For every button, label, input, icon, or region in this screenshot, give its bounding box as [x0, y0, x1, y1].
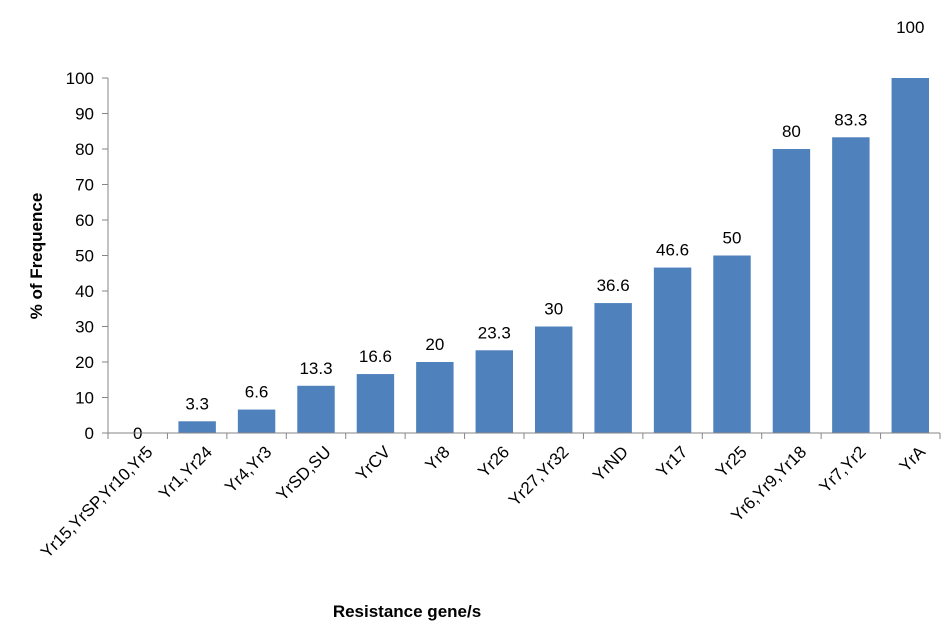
- x-tick-label: Yr27,Yr32: [505, 442, 573, 510]
- y-axis-title: % of Frequence: [27, 193, 46, 320]
- bar: [475, 350, 514, 433]
- data-label: 23.3: [478, 323, 511, 342]
- x-tick-label: Yr26: [474, 442, 513, 481]
- data-label: 3.3: [185, 394, 209, 413]
- bar: [713, 255, 751, 433]
- x-tick-label: Yr17: [653, 442, 692, 481]
- bar: [237, 409, 276, 433]
- data-label: 50: [723, 229, 742, 248]
- data-label: 13.3: [299, 359, 332, 378]
- x-tick-label: YrA: [896, 442, 930, 476]
- data-label: 100: [896, 18, 924, 37]
- data-labels-group: 03.36.613.316.62023.33036.646.6508083.31…: [133, 18, 924, 443]
- x-tick-label: YrSD,SU: [273, 442, 335, 504]
- bar: [772, 149, 811, 433]
- y-tick-label: 90: [75, 105, 94, 124]
- x-tick-label: Yr1,Yr24: [155, 442, 216, 503]
- data-label: 16.6: [359, 347, 392, 366]
- data-label: 30: [544, 300, 563, 319]
- bar: [416, 362, 454, 433]
- x-axis-title: Resistance gene/s: [333, 602, 481, 621]
- bar: [356, 374, 395, 433]
- y-tick-label: 70: [75, 176, 94, 195]
- y-tick-label: 40: [75, 282, 94, 301]
- bar: [297, 385, 335, 433]
- y-tick-label: 100: [66, 69, 94, 88]
- x-tick-label: Yr7,Yr2: [815, 442, 869, 496]
- data-label: 20: [425, 335, 444, 354]
- data-label: 80: [782, 122, 801, 141]
- data-label: 83.3: [834, 110, 867, 129]
- x-tick-label: Yr8: [422, 442, 454, 474]
- bars-group: [178, 78, 930, 433]
- y-tick-label: 0: [85, 424, 94, 443]
- x-tick-label: Yr4,Yr3: [221, 442, 275, 496]
- data-label: 6.6: [245, 383, 269, 402]
- y-tick-label: 60: [75, 211, 94, 230]
- bar: [178, 421, 216, 433]
- y-axis: 0 10 20 30 40 50 60 70 80 90 100: [66, 69, 109, 443]
- x-tick-label: Yr15,YrSP,Yr10,Yr5: [37, 442, 156, 561]
- bar: [534, 326, 573, 433]
- data-label: 46.6: [656, 241, 689, 260]
- y-tick-label: 30: [75, 318, 94, 337]
- x-tick-label: YrND: [589, 442, 632, 485]
- y-tick-label: 80: [75, 140, 94, 159]
- y-tick-label: 20: [75, 353, 94, 372]
- x-tick-label: YrCV: [352, 442, 395, 485]
- bar: [653, 267, 692, 433]
- y-tick-label: 50: [75, 247, 94, 266]
- y-tick-label: 10: [75, 389, 94, 408]
- data-label: 36.6: [597, 276, 630, 295]
- bar: [891, 78, 930, 433]
- bar: [594, 303, 632, 433]
- x-tick-label: Yr25: [712, 442, 751, 481]
- bar: [832, 137, 870, 433]
